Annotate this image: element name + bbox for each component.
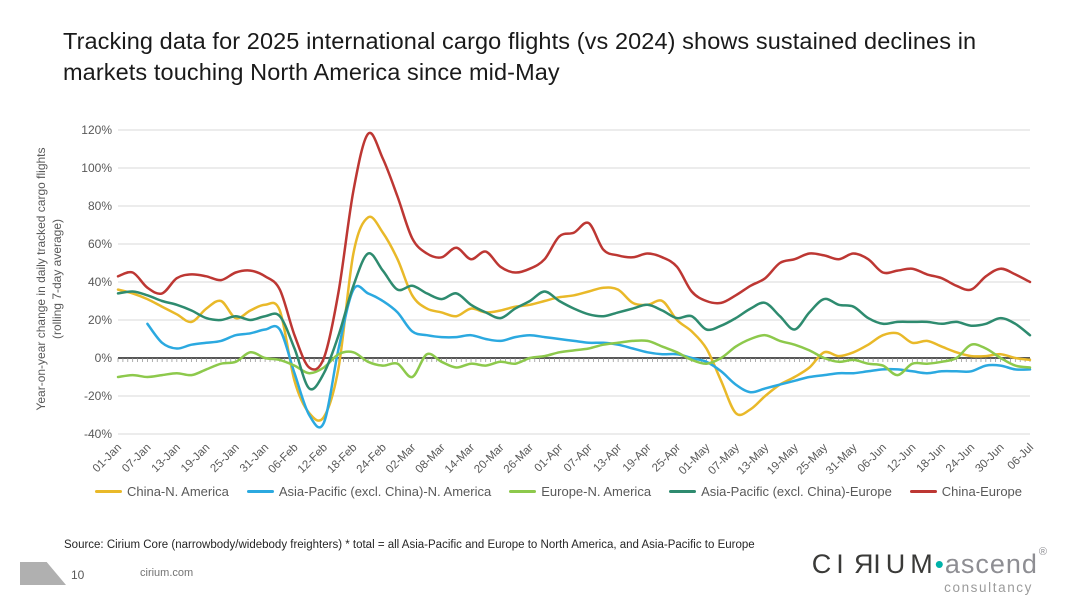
x-tick-label: 13-May — [736, 441, 772, 477]
legend-item: Asia-Pacific (excl. China)-N. America — [246, 484, 492, 499]
legend-item: China-Europe — [909, 484, 1023, 499]
y-tick-label: 120% — [81, 123, 112, 137]
x-tick-label: 25-Jan — [208, 442, 241, 475]
legend-item: China-N. America — [94, 484, 229, 499]
y-axis-title: Year-on-year change in daily tracked car… — [34, 147, 64, 411]
logo-dot-icon: • — [934, 549, 944, 579]
x-tick-label: 31-May — [824, 441, 860, 477]
source-note: Source: Cirium Core (narrowbody/widebody… — [64, 539, 755, 551]
legend-label: China-Europe — [941, 484, 1023, 499]
x-tick-label: 06-Jun — [856, 442, 889, 475]
registered-trademark-icon: ® — [1038, 546, 1047, 558]
logo-ascend-text: ascend — [944, 549, 1038, 579]
x-tick-label: 24-Feb — [355, 442, 389, 476]
legend-swatch — [669, 490, 697, 493]
x-tick-label: 07-Apr — [562, 442, 595, 475]
x-tick-label: 01-May — [677, 441, 713, 477]
x-tick-label: 19-Jan — [179, 442, 212, 475]
page-number: 10 — [71, 568, 85, 582]
slide-corner-decoration — [20, 562, 66, 585]
logo-wordmark: CIRIUM•ascend® — [811, 546, 1047, 580]
legend-label: China-N. America — [126, 484, 229, 499]
x-tick-label: 07-May — [706, 441, 742, 477]
x-tick-label: 01-Jan — [91, 442, 124, 475]
x-tick-label: 26-Mar — [502, 442, 536, 476]
legend-label: Asia-Pacific (excl. China)-Europe — [701, 484, 892, 499]
logo-mirrored-r: R — [848, 549, 874, 579]
x-tick-label: 31-Jan — [238, 442, 271, 475]
legend-swatch — [909, 490, 937, 493]
y-tick-label: 40% — [88, 275, 112, 289]
logo-tagline: consultancy — [944, 580, 1033, 595]
x-tick-label: 25-May — [795, 441, 831, 477]
logo-brand-text: CIRIUM — [811, 549, 938, 579]
legend-swatch — [246, 490, 274, 493]
x-tick-label: 13-Apr — [591, 442, 624, 475]
x-tick-label: 12-Feb — [296, 442, 330, 476]
legend-swatch — [94, 490, 122, 493]
series-line — [116, 333, 1032, 379]
x-tick-label: 18-Feb — [325, 442, 359, 476]
y-tick-label: 20% — [88, 313, 112, 327]
website-text: cirium.com — [140, 567, 194, 579]
x-tick-label: 08-Mar — [413, 442, 447, 476]
x-tick-label: 02-Mar — [384, 442, 418, 476]
x-tick-label: 01-Apr — [533, 442, 566, 475]
series-line — [116, 252, 1032, 391]
series-line — [116, 215, 1032, 422]
x-tick-label: 20-Mar — [472, 442, 506, 476]
y-tick-label: 80% — [88, 199, 112, 213]
y-tick-label: -40% — [84, 427, 112, 441]
page-title: Tracking data for 2025 international car… — [63, 28, 977, 86]
cirium-ascend-logo: CIRIUM•ascend® consultancy — [812, 547, 1047, 595]
legend-label: Asia-Pacific (excl. China)-N. America — [278, 484, 492, 499]
y-tick-label: 60% — [88, 237, 112, 251]
y-tick-label: -20% — [84, 389, 112, 403]
legend-label: Europe-N. America — [541, 484, 652, 499]
x-tick-label: 19-May — [765, 441, 801, 477]
x-tick-label: 19-Apr — [621, 442, 654, 475]
x-tick-label: 07-Jan — [120, 442, 153, 475]
x-tick-label: 13-Jan — [150, 442, 183, 475]
x-tick-label: 14-Mar — [443, 442, 477, 476]
x-tick-label: 06-Jul — [1005, 442, 1036, 473]
x-tick-label: 12-Jun — [885, 442, 918, 475]
x-tick-label: 30-Jun — [973, 442, 1006, 475]
y-tick-label: 100% — [81, 161, 112, 175]
y-tick-label: 0% — [95, 351, 113, 365]
legend-swatch — [509, 490, 537, 493]
legend-item: Europe-N. America — [509, 484, 651, 499]
cargo-flights-line-chart: -40% -20% 0% 20% 40% 60% 80% 100% 120% 01-Jan07-J… — [81, 123, 1036, 477]
x-tick-label: 06-Feb — [266, 442, 300, 476]
series-line — [146, 284, 1032, 429]
x-tick-label: 18-Jun — [915, 442, 948, 475]
legend-item: Asia-Pacific (excl. China)-Europe — [669, 484, 892, 499]
x-tick-label: 24-Jun — [944, 442, 977, 475]
series-line — [116, 131, 1032, 371]
chart-legend: China-N. America Asia-Pacific (excl. Chin… — [0, 484, 1087, 499]
